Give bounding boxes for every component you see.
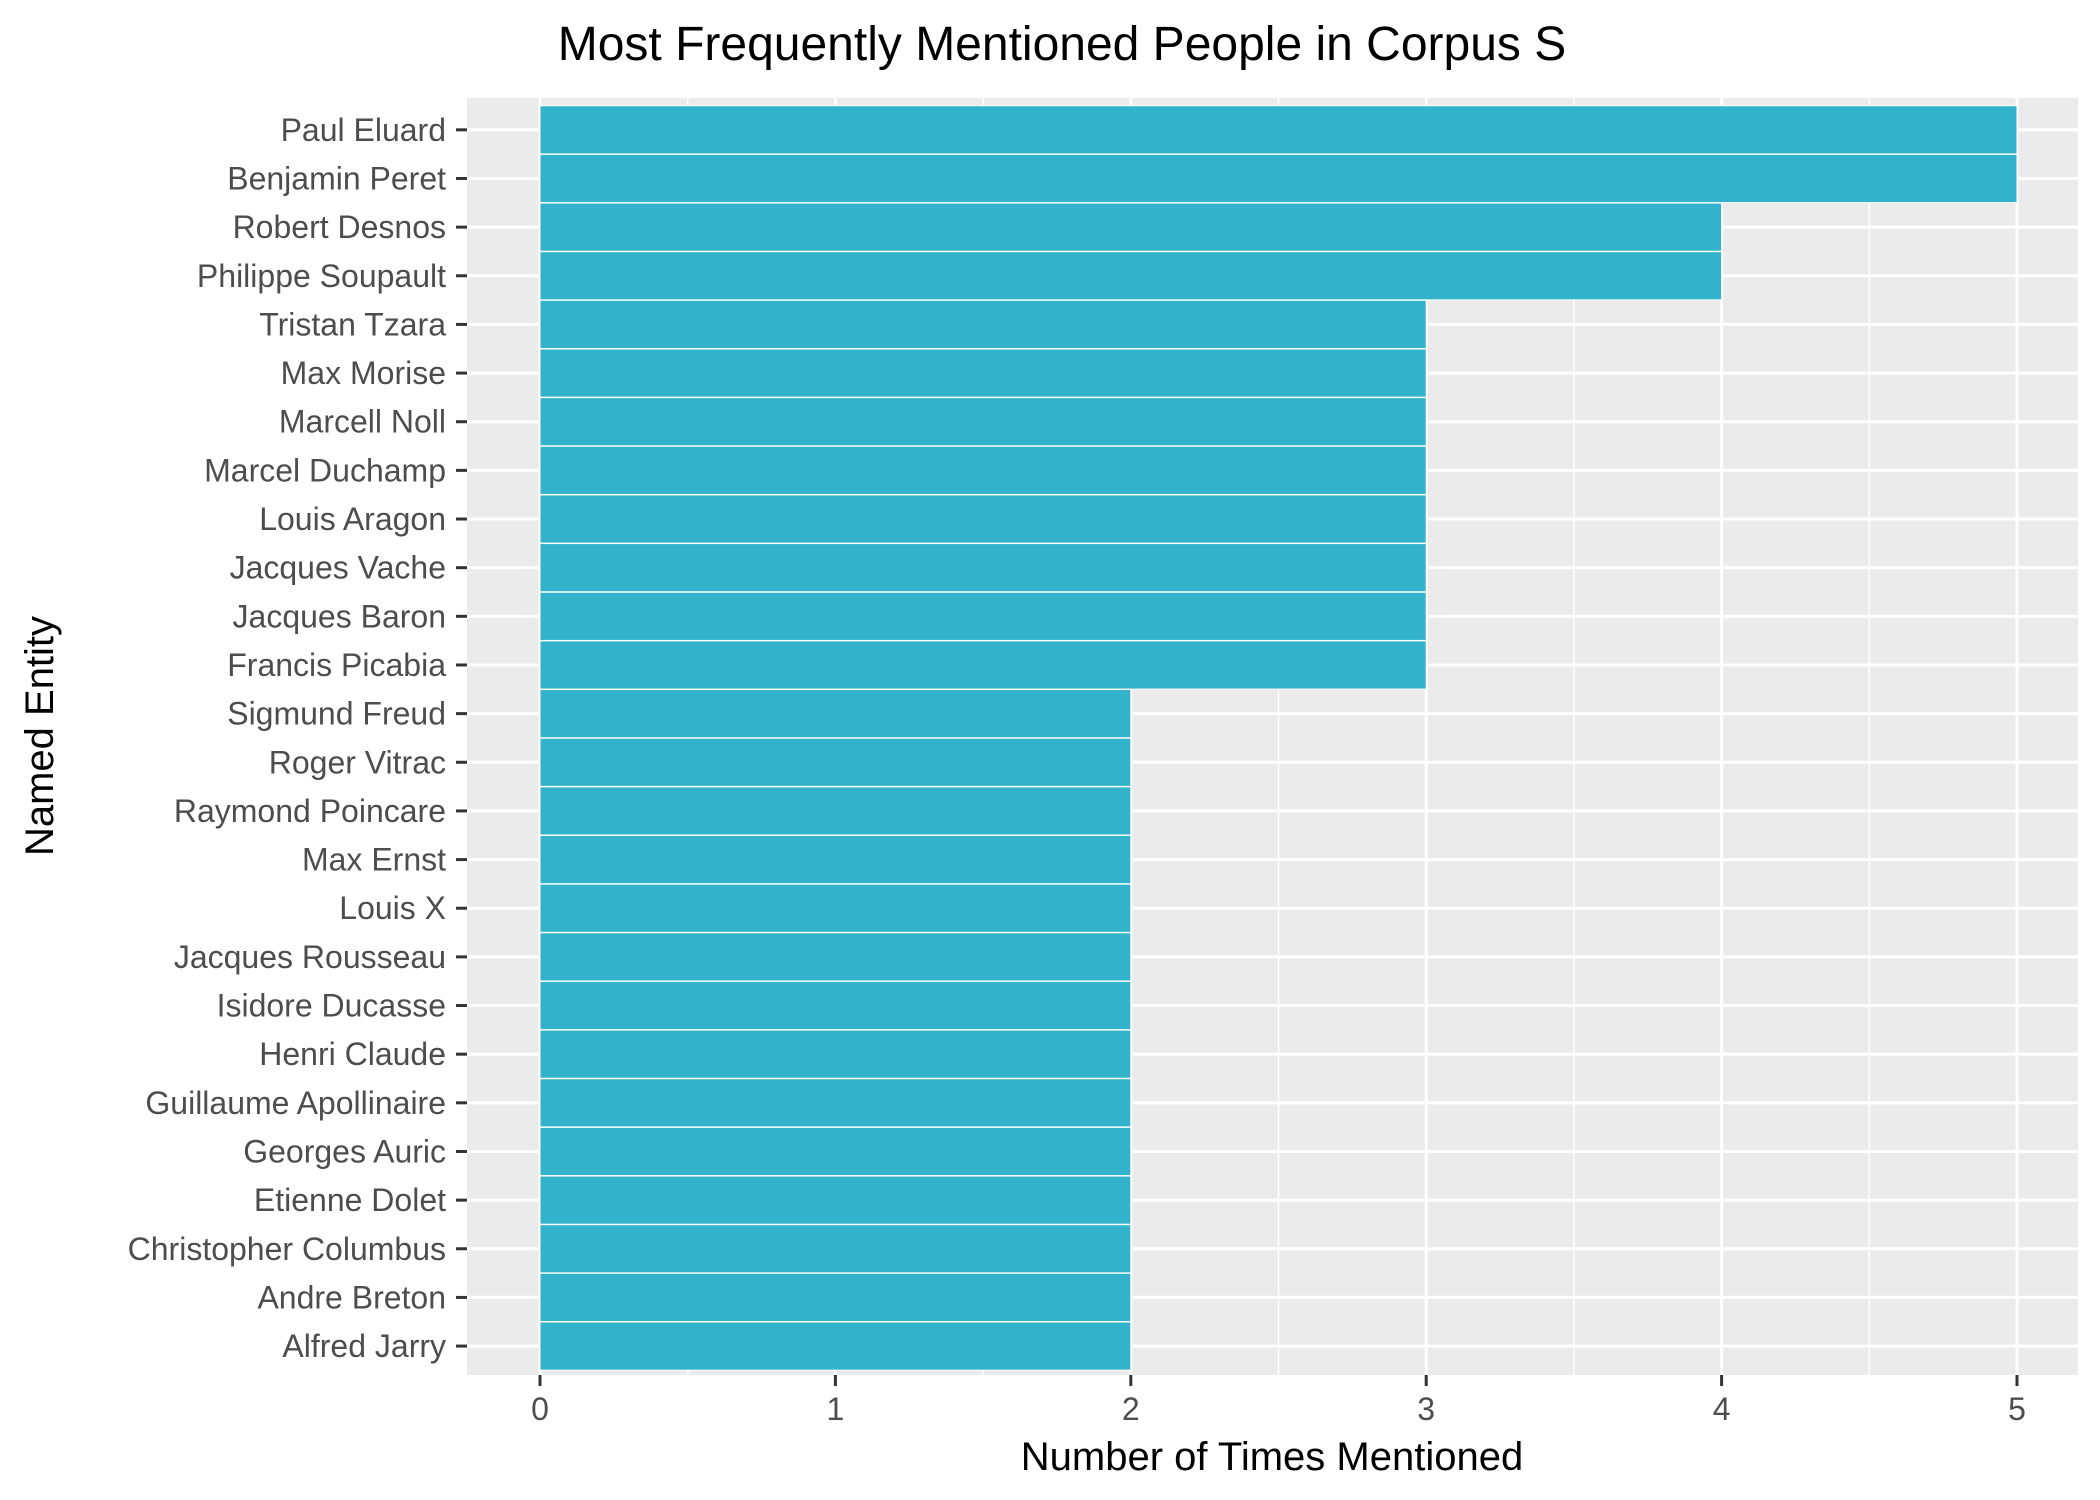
bar [539, 251, 1723, 301]
y-tick-label: Roger Vitrac [269, 744, 446, 780]
bar [539, 591, 1427, 641]
bars [539, 105, 2018, 1371]
bar [539, 1175, 1132, 1225]
bar [539, 786, 1132, 836]
y-tick-label: Jacques Rousseau [174, 939, 446, 975]
y-axis-title: Named Entity [18, 616, 62, 856]
y-tick-label: Robert Desnos [233, 209, 446, 245]
bar [539, 834, 1132, 885]
bar [539, 640, 1427, 690]
bar [539, 543, 1427, 593]
bar [539, 980, 1132, 1031]
bar [539, 689, 1132, 739]
bar [539, 1126, 1132, 1177]
y-tick-label: Alfred Jarry [282, 1328, 446, 1364]
bar [539, 153, 2018, 204]
y-tick-label: Francis Picabia [227, 647, 446, 683]
x-tick-label: 1 [827, 1391, 845, 1427]
bar [539, 445, 1427, 495]
bar [539, 202, 1723, 252]
bar [539, 737, 1132, 787]
bar [539, 1029, 1132, 1079]
y-axis: Paul Eluard Benjamin Peret Robert Desnos Ph… [128, 112, 467, 1364]
y-tick-label: Georges Auric [243, 1133, 446, 1169]
y-tick-label: Jacques Vache [230, 550, 446, 586]
y-tick-label: Marcell Noll [279, 404, 446, 440]
x-axis: 0 1 2 3 4 5 [531, 1375, 2026, 1427]
bar [539, 932, 1132, 982]
y-tick-label: Jacques Baron [233, 598, 446, 634]
y-tick-label: Tristan Tzara [259, 306, 446, 342]
y-tick-label: Benjamin Peret [227, 160, 446, 196]
y-tick-label: Sigmund Freud [227, 696, 446, 732]
y-tick-label: Isidore Ducasse [217, 988, 446, 1024]
y-tick-label: Andre Breton [257, 1279, 446, 1315]
y-tick-label: Louis X [339, 890, 446, 926]
y-tick-label: Etienne Dolet [254, 1182, 446, 1218]
chart-title: Most Frequently Mentioned People in Corp… [558, 18, 1567, 71]
bar [539, 397, 1427, 447]
bar [539, 883, 1132, 933]
x-tick-label: 2 [1122, 1391, 1140, 1427]
bar [539, 1272, 1132, 1323]
x-tick-label: 0 [531, 1391, 549, 1427]
bar [539, 494, 1427, 544]
bar [539, 105, 2018, 155]
y-tick-label: Philippe Soupault [197, 258, 446, 294]
bar [539, 1224, 1132, 1274]
x-tick-label: 5 [2008, 1391, 2026, 1427]
y-tick-label: Paul Eluard [281, 112, 446, 148]
y-tick-label: Guillaume Apollinaire [145, 1085, 446, 1121]
bar [539, 348, 1427, 398]
bar [539, 1321, 1132, 1371]
y-tick-label: Marcel Duchamp [204, 452, 446, 488]
bar [539, 299, 1427, 350]
y-tick-label: Henri Claude [259, 1036, 446, 1072]
x-tick-label: 4 [1713, 1391, 1731, 1427]
x-axis-title: Number of Times Mentioned [1021, 1435, 1523, 1479]
y-tick-label: Raymond Poincare [174, 793, 446, 829]
y-tick-label: Max Ernst [302, 842, 446, 878]
bar [539, 1078, 1132, 1128]
y-tick-label: Louis Aragon [259, 501, 446, 537]
y-tick-label: Christopher Columbus [128, 1231, 446, 1267]
y-tick-label: Max Morise [281, 355, 446, 391]
x-tick-label: 3 [1417, 1391, 1435, 1427]
